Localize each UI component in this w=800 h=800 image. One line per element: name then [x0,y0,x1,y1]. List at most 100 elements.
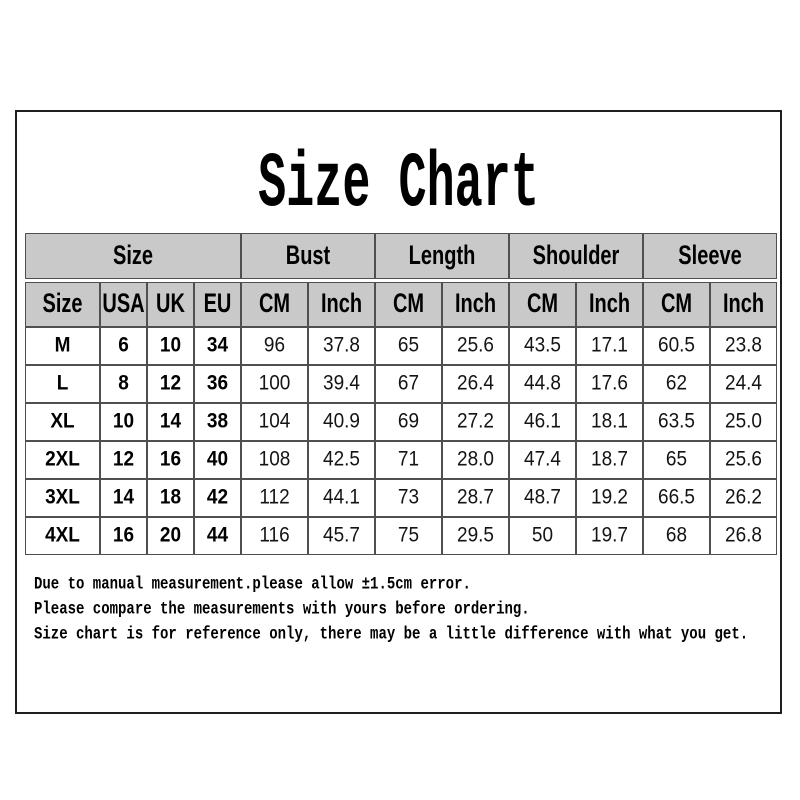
cell-shoulder-cm: 50 [509,517,576,555]
cell-sleeve-cm: 63.5 [643,403,710,441]
cell-size: 4XL [25,517,100,555]
cell-usa: 12 [100,441,147,479]
cell-sleeve-cm: 65 [643,441,710,479]
cell-length-inch: 26.4 [442,365,509,403]
cell-uk: 12 [147,365,194,403]
col-header-bust-cm: CM [241,282,308,327]
cell-usa: 6 [100,327,147,365]
cell-length-cm: 75 [375,517,442,555]
group-header-length: Length [375,233,509,279]
table-row-3xl: 3XL 14 18 42 112 44.1 73 28.7 48.7 19.2 … [25,479,777,517]
col-header-sleeve-inch: Inch [710,282,777,327]
cell-length-cm: 71 [375,441,442,479]
cell-usa: 10 [100,403,147,441]
cell-bust-inch: 42.5 [308,441,375,479]
cell-bust-cm: 100 [241,365,308,403]
cell-sleeve-inch: 25.0 [710,403,777,441]
cell-bust-cm: 112 [241,479,308,517]
cell-eu: 36 [194,365,241,403]
column-header-row: Size USA UK EU CM Inch CM Inch CM Inch C… [25,282,777,327]
cell-sleeve-cm: 60.5 [643,327,710,365]
page-title: Size Chart [258,141,539,229]
cell-eu: 44 [194,517,241,555]
size-table: Size Bust Length Shoulder Sleeve Size US… [25,233,777,555]
col-header-usa: USA [100,282,147,327]
cell-length-cm: 73 [375,479,442,517]
table-row-2xl: 2XL 12 16 40 108 42.5 71 28.0 47.4 18.7 … [25,441,777,479]
col-header-sleeve-cm: CM [643,282,710,327]
group-header-shoulder: Shoulder [509,233,643,279]
cell-bust-inch: 37.8 [308,327,375,365]
cell-uk: 18 [147,479,194,517]
chart-frame: Size Chart Size Bust Length Shoulder Sle… [15,110,782,714]
cell-uk: 14 [147,403,194,441]
cell-sleeve-cm: 66.5 [643,479,710,517]
col-header-eu: EU [194,282,241,327]
col-header-length-cm: CM [375,282,442,327]
cell-shoulder-inch: 19.7 [576,517,643,555]
cell-eu: 38 [194,403,241,441]
cell-shoulder-cm: 47.4 [509,441,576,479]
cell-length-cm: 67 [375,365,442,403]
cell-size: L [25,365,100,403]
cell-shoulder-inch: 19.2 [576,479,643,517]
cell-usa: 14 [100,479,147,517]
cell-shoulder-inch: 17.1 [576,327,643,365]
cell-length-inch: 28.7 [442,479,509,517]
cell-sleeve-inch: 23.8 [710,327,777,365]
cell-bust-cm: 116 [241,517,308,555]
cell-shoulder-inch: 18.7 [576,441,643,479]
cell-shoulder-cm: 43.5 [509,327,576,365]
cell-bust-cm: 96 [241,327,308,365]
table-row-4xl: 4XL 16 20 44 116 45.7 75 29.5 50 19.7 68… [25,517,777,555]
table-row-m: M 6 10 34 96 37.8 65 25.6 43.5 17.1 60.5… [25,327,777,365]
group-header-sleeve: Sleeve [643,233,777,279]
cell-shoulder-cm: 46.1 [509,403,576,441]
cell-sleeve-inch: 24.4 [710,365,777,403]
cell-length-inch: 25.6 [442,327,509,365]
cell-bust-cm: 104 [241,403,308,441]
group-header-size: Size [25,233,241,279]
cell-uk: 10 [147,327,194,365]
cell-eu: 34 [194,327,241,365]
group-header-row: Size Bust Length Shoulder Sleeve [25,233,777,279]
cell-eu: 40 [194,441,241,479]
group-header-bust: Bust [241,233,375,279]
col-header-size: Size [25,282,100,327]
cell-sleeve-inch: 25.6 [710,441,777,479]
header-gap [25,279,777,282]
cell-usa: 16 [100,517,147,555]
cell-sleeve-inch: 26.8 [710,517,777,555]
table-row-xl: XL 10 14 38 104 40.9 69 27.2 46.1 18.1 6… [25,403,777,441]
header-gap-row [25,279,777,282]
measurement-notes: Due to manual measurement.please allow ±… [34,573,748,648]
note-line-1: Due to manual measurement.please allow ±… [34,574,471,595]
cell-bust-inch: 39.4 [308,365,375,403]
cell-eu: 42 [194,479,241,517]
cell-length-inch: 28.0 [442,441,509,479]
cell-uk: 16 [147,441,194,479]
cell-sleeve-inch: 26.2 [710,479,777,517]
cell-usa: 8 [100,365,147,403]
col-header-uk: UK [147,282,194,327]
cell-length-inch: 27.2 [442,403,509,441]
note-line-2: Please compare the measurements with you… [34,599,530,620]
cell-bust-cm: 108 [241,441,308,479]
cell-bust-inch: 44.1 [308,479,375,517]
col-header-length-inch: Inch [442,282,509,327]
cell-sleeve-cm: 62 [643,365,710,403]
cell-length-inch: 29.5 [442,517,509,555]
cell-size: M [25,327,100,365]
cell-size: 2XL [25,441,100,479]
table-row-l: L 8 12 36 100 39.4 67 26.4 44.8 17.6 62 … [25,365,777,403]
cell-shoulder-cm: 44.8 [509,365,576,403]
cell-length-cm: 65 [375,327,442,365]
note-line-3: Size chart is for reference only, there … [34,624,749,645]
cell-bust-inch: 45.7 [308,517,375,555]
col-header-shoulder-inch: Inch [576,282,643,327]
cell-sleeve-cm: 68 [643,517,710,555]
cell-shoulder-inch: 18.1 [576,403,643,441]
col-header-bust-inch: Inch [308,282,375,327]
cell-size: XL [25,403,100,441]
cell-shoulder-cm: 48.7 [509,479,576,517]
